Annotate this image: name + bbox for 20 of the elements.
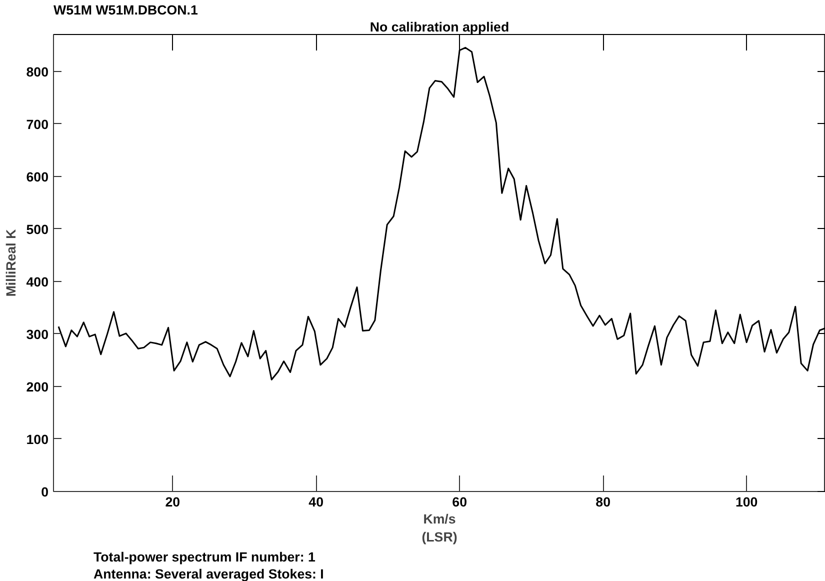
text: Antenna: Several averaged Stokes: I	[94, 566, 324, 581]
y-tick-label: 400	[26, 274, 49, 290]
text: No calibration applied	[370, 20, 510, 34]
y-tick-label: 600	[26, 169, 49, 184]
x-tick-label: 60	[452, 494, 468, 510]
y-tick-label: 300	[26, 326, 49, 342]
y-axis-title: MilliReal K	[3, 228, 18, 297]
text: Total-power spectrum IF number: 1	[94, 550, 316, 564]
x-tick-label: 80	[596, 494, 610, 510]
chart-title: W51M W51M.DBCON.1	[54, 2, 198, 18]
y-tick-label: 700	[26, 116, 49, 132]
y-tick-label: 0	[41, 484, 49, 500]
y-tick-label: 100	[26, 432, 49, 447]
x-tick-label: 40	[308, 494, 324, 510]
y-tick-label: 200	[26, 379, 49, 394]
x-axis-title: Km/s (LSR)	[422, 512, 458, 544]
y-tick-label: 500	[26, 222, 49, 237]
x-tick-label: 100	[735, 494, 758, 510]
x-tick-label: 20	[165, 494, 180, 510]
y-tick-label: 800	[26, 64, 49, 80]
